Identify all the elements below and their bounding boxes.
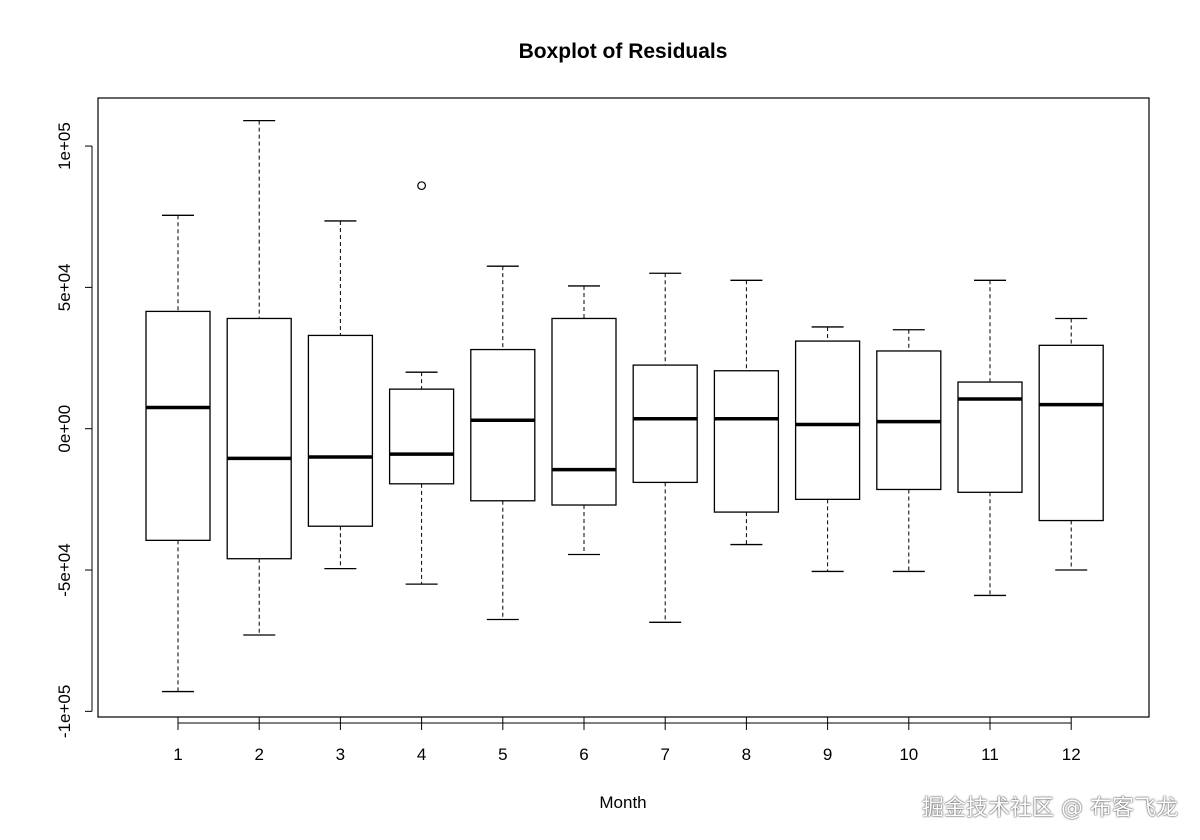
box-month-5 [470, 265, 536, 621]
box-month-12 [1038, 317, 1104, 571]
x-tick-label: 12 [1062, 745, 1081, 764]
x-tick-label: 9 [823, 745, 832, 764]
x-tick-label: 6 [579, 745, 588, 764]
watermark: 掘金技术社区 @ 布客飞龙 [922, 796, 1178, 821]
plot-frame [97, 97, 1150, 718]
x-tick-label: 4 [417, 745, 426, 764]
outlier-point [417, 181, 427, 191]
x-tick-label: 3 [336, 745, 345, 764]
y-axis: 1e+05 5e+04 0e+00 -5e+04 -1e+05 [55, 122, 93, 738]
x-tick-label: 10 [899, 745, 918, 764]
boxes-layer [145, 119, 1104, 693]
box-month-10 [876, 329, 942, 573]
x-tick-label: 7 [660, 745, 669, 764]
x-tick-label: 5 [498, 745, 507, 764]
iqr-box [632, 364, 698, 484]
iqr-box [794, 340, 861, 501]
x-tick-label: 2 [254, 745, 263, 764]
box-month-2 [226, 119, 292, 636]
y-tick-label: -1e+05 [55, 685, 74, 738]
y-tick-label: 0e+00 [55, 405, 74, 453]
box-month-8 [713, 279, 780, 546]
iqr-box [713, 370, 780, 513]
box-month-4 [388, 181, 455, 585]
iqr-box [388, 388, 455, 485]
box-month-1 [145, 214, 211, 693]
y-tick-label: 1e+05 [55, 122, 74, 170]
iqr-box [470, 348, 536, 502]
iqr-box [551, 317, 617, 506]
x-axis: 1 2 3 4 5 6 7 8 9 10 11 12 [173, 717, 1081, 764]
x-axis-title: Month [599, 793, 646, 812]
x-tick-label: 8 [742, 745, 751, 764]
box-month-9 [794, 326, 861, 573]
chart-title: Boxplot of Residuals [519, 40, 728, 63]
iqr-box [1038, 344, 1104, 522]
iqr-box [226, 317, 292, 560]
box-month-7 [632, 272, 698, 623]
box-month-11 [957, 279, 1023, 597]
iqr-box [145, 310, 211, 541]
box-month-3 [307, 220, 374, 570]
y-tick-label: -5e+04 [55, 543, 74, 596]
x-tick-label: 11 [981, 745, 999, 764]
iqr-box [307, 334, 374, 527]
box-month-6 [551, 285, 617, 556]
x-tick-label: 1 [173, 745, 182, 764]
y-tick-label: 5e+04 [55, 263, 74, 311]
